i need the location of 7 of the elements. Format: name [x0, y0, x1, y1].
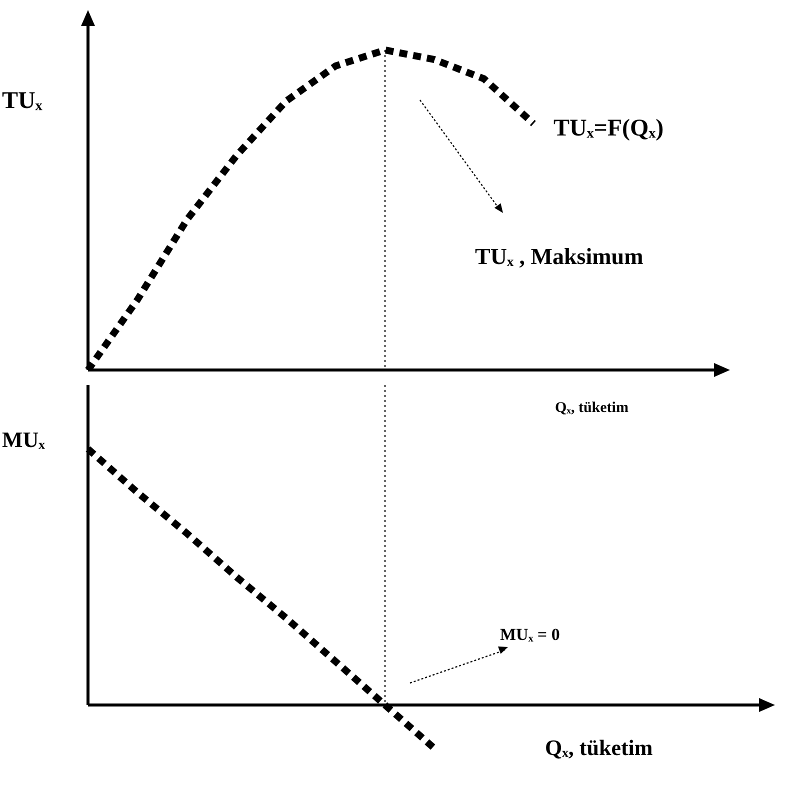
- y-axis-title: MUₓ: [2, 427, 46, 452]
- x-axis-title: Qₓ, tüketim: [555, 400, 629, 416]
- x-axis-title: Qₓ, tüketim: [545, 735, 653, 760]
- series-label: TUₓ=F(Qₓ): [554, 116, 664, 142]
- y-axis-title: TUₓ: [2, 88, 42, 114]
- annotation: MUₓ = 0: [500, 625, 560, 644]
- annotation: TUₓ , Maksimum: [475, 244, 644, 269]
